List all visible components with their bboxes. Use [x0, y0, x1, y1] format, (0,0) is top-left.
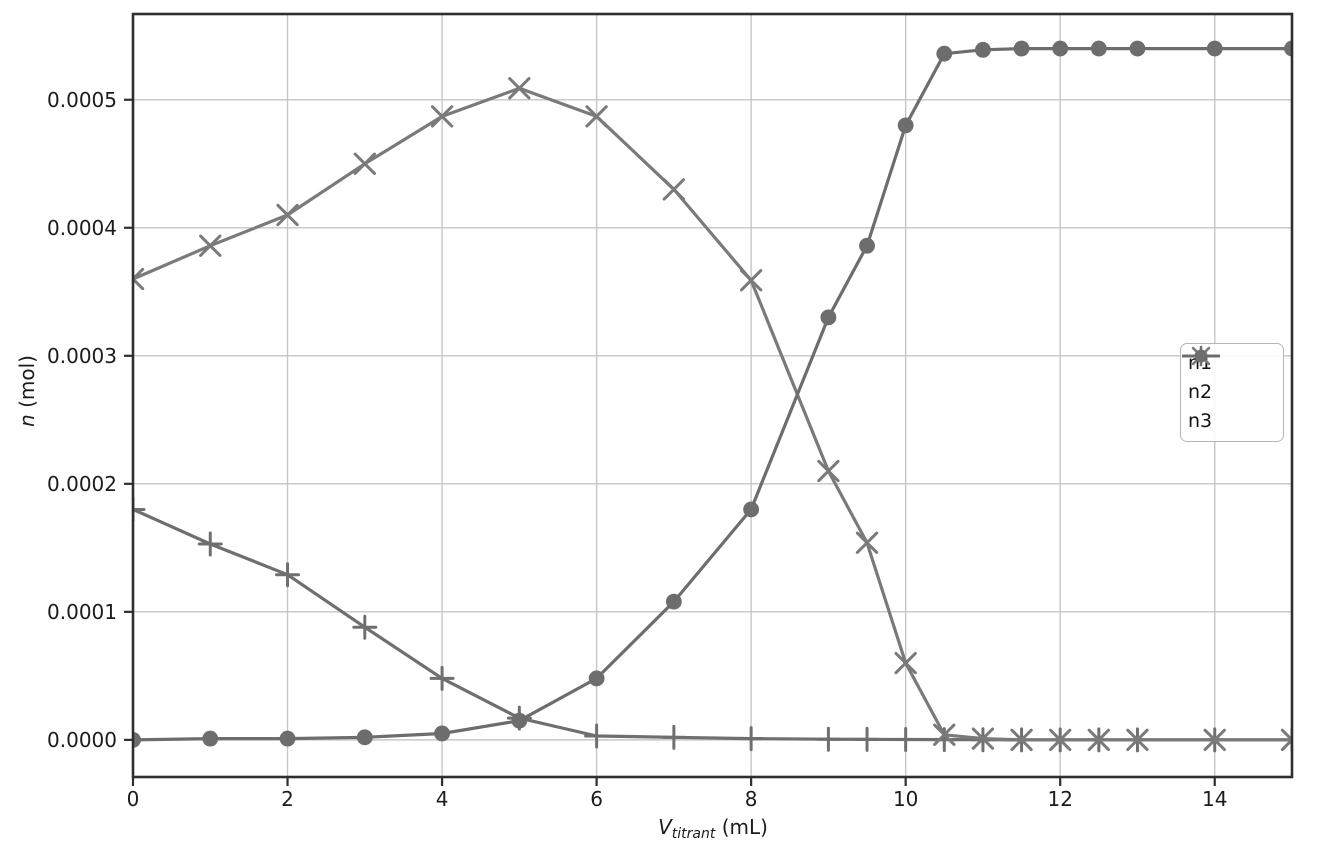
y-tick-label: 0.0001	[47, 600, 117, 624]
marker-x	[933, 723, 956, 746]
x-axis-label-subscript: titrant	[671, 826, 716, 842]
marker-x	[1280, 728, 1292, 752]
legend-label-n3: n3	[1188, 410, 1213, 432]
marker-circle	[1194, 349, 1208, 363]
legend-marker-circle-icon	[1182, 349, 1220, 363]
marker-plus	[275, 562, 301, 588]
marker-x	[585, 105, 608, 128]
x-axis-label: Vtitrant (mL)	[658, 817, 768, 841]
marker-circle	[859, 237, 875, 254]
marker-circle	[133, 731, 141, 748]
x-axis-label-symbol: V	[658, 815, 672, 839]
marker-plus	[584, 723, 610, 749]
marker-x	[1049, 728, 1072, 752]
marker-x	[508, 77, 531, 100]
x-tick-label: 2	[281, 787, 294, 811]
x-tick-label: 10	[893, 787, 918, 811]
y-tick-label: 0.0000	[47, 728, 117, 752]
y-tick-label: 0.0002	[47, 472, 117, 496]
marker-x	[276, 203, 299, 227]
marker-plus	[429, 665, 455, 691]
marker-circle	[1090, 40, 1107, 57]
marker-x	[1203, 728, 1226, 752]
marker-circle	[1129, 40, 1146, 57]
series-line-n2	[133, 86, 1292, 742]
series-n3	[133, 40, 1292, 748]
series-line-n1	[133, 507, 1292, 742]
marker-plus	[854, 726, 880, 752]
marker-circle	[897, 117, 914, 134]
plot-border	[131, 12, 1294, 779]
marker-x	[662, 178, 686, 201]
x-tick-label: 0	[127, 787, 140, 811]
legend-label-n2: n2	[1188, 381, 1213, 403]
marker-circle	[434, 725, 450, 742]
x-tick-label: 6	[590, 787, 603, 811]
marker-circle	[743, 501, 760, 518]
x-tick-label: 4	[436, 787, 449, 811]
legend: n1 n2 n3	[1180, 343, 1284, 442]
marker-x	[430, 105, 454, 128]
marker-plus	[661, 724, 687, 750]
marker-x	[1010, 728, 1033, 752]
marker-circle	[588, 670, 605, 687]
marker-x	[739, 269, 763, 292]
marker-x	[353, 152, 376, 175]
marker-circle	[1013, 40, 1030, 57]
y-tick-label: 0.0005	[47, 88, 117, 112]
y-axis-label-unit: (mol)	[15, 355, 39, 415]
marker-plus	[815, 726, 841, 752]
y-tick-label: 0.0004	[47, 216, 117, 240]
marker-x	[817, 459, 840, 483]
marker-x	[1126, 728, 1149, 752]
marker-x	[199, 234, 222, 257]
marker-circle	[511, 712, 528, 729]
x-axis-label-unit: (mL)	[715, 815, 768, 839]
marker-plus	[893, 726, 919, 752]
marker-plus	[738, 726, 764, 752]
series-n1	[133, 496, 1292, 753]
marker-x	[133, 267, 145, 291]
y-axis-label-symbol: n	[15, 414, 39, 427]
marker-circle	[665, 593, 682, 610]
marker-x	[894, 651, 917, 675]
marker-circle	[820, 309, 837, 326]
x-tick-label: 14	[1202, 787, 1227, 811]
series-line-n3	[133, 46, 1292, 742]
marker-plus	[352, 614, 378, 640]
marker-circle	[279, 730, 296, 747]
marker-x	[855, 531, 879, 554]
marker-plus	[197, 531, 223, 557]
marker-circle	[1052, 40, 1069, 57]
y-tick-label: 0.0003	[47, 344, 117, 368]
marker-circle	[1206, 40, 1223, 57]
y-axis-label: n (mol)	[15, 355, 39, 427]
legend-item-n2: n2	[1182, 346, 1275, 407]
marker-circle	[936, 45, 953, 62]
marker-plus	[133, 496, 146, 522]
marker-x	[1087, 728, 1111, 752]
marker-x	[971, 727, 995, 750]
marker-circle	[202, 730, 219, 747]
series-n2	[133, 77, 1292, 752]
legend-item-n3: n3	[1182, 349, 1275, 436]
x-tick-label: 12	[1047, 787, 1072, 811]
marker-circle	[356, 729, 373, 746]
gridlines	[132, 14, 1292, 777]
marker-circle	[975, 41, 991, 58]
marker-circle	[1284, 40, 1292, 57]
ticks: 0 2 4 6 8 10 12 14 0.0000 0.0001 0.0002 0.0003 0.000…	[47, 88, 1227, 811]
x-tick-label: 8	[745, 787, 758, 811]
